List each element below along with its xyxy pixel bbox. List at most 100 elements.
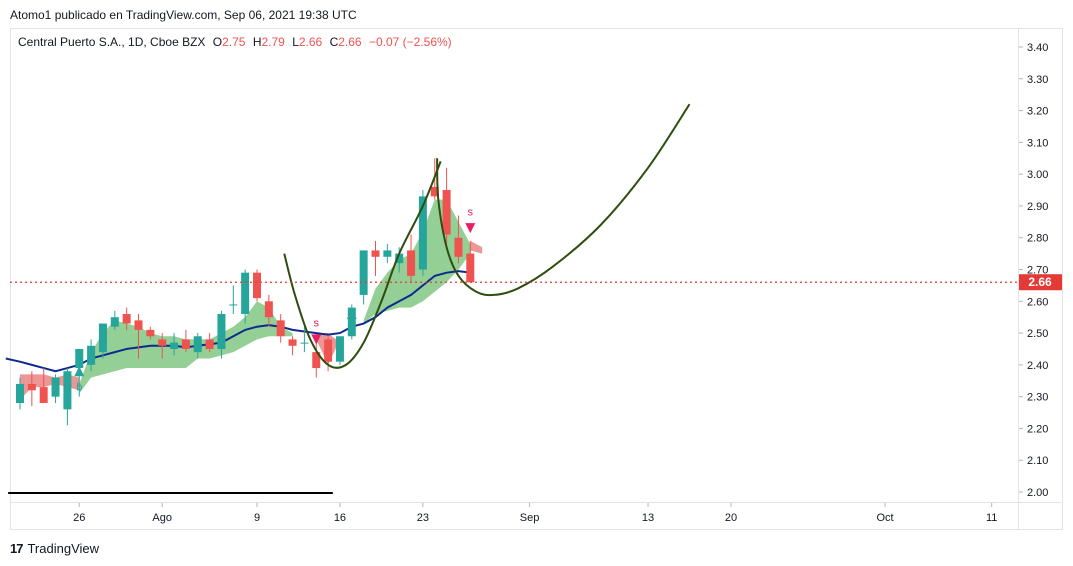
candle-body [110, 317, 119, 327]
candle [63, 368, 72, 426]
candle-body [16, 383, 24, 403]
moving-average-line [5, 270, 471, 373]
candle-body [122, 314, 131, 324]
candle [253, 269, 261, 302]
candle-body [347, 307, 356, 337]
candle [27, 371, 36, 407]
candle [371, 240, 380, 276]
high-value: 2.79 [261, 35, 285, 49]
cup-pattern-drawing [283, 161, 442, 369]
candle-body [454, 237, 463, 257]
high-label: H [252, 35, 262, 49]
candle-body [217, 314, 226, 349]
chart-pane[interactable] [10, 28, 1019, 503]
candle [312, 339, 321, 378]
candle [205, 333, 214, 353]
candle-body [63, 371, 72, 410]
candle [264, 294, 273, 327]
candle-body [466, 253, 475, 283]
candle [418, 190, 427, 276]
sell-signal-arrow-icon [465, 223, 476, 234]
time-axis-label: 16 [334, 512, 346, 524]
candle-body [371, 250, 380, 257]
time-axis-label: 20 [725, 512, 737, 524]
candle [276, 314, 285, 343]
candle [407, 234, 416, 283]
close-label: C [329, 35, 339, 49]
candle [241, 269, 250, 324]
close-value: 2.66 [338, 35, 362, 49]
low-value: 2.66 [298, 35, 323, 49]
candle-body [253, 272, 261, 299]
candle-body [335, 336, 344, 362]
price-axis-label: 3.20 [1027, 106, 1048, 118]
candle [383, 244, 392, 264]
candle-body [241, 272, 250, 314]
candle-body [442, 190, 451, 235]
published-by-line: Atomo1 publicado en TradingView.com, Sep… [10, 8, 357, 22]
time-axis-label: 11 [986, 512, 997, 524]
price-axis-label: 2.90 [1027, 201, 1048, 213]
candle [193, 333, 202, 359]
candle-body [134, 320, 143, 330]
candle-body [146, 329, 155, 337]
candle-body [39, 387, 48, 403]
candle [229, 285, 238, 314]
last-price-label: 2.66 [1028, 275, 1052, 289]
candle [217, 310, 226, 359]
candle [146, 326, 155, 340]
symbol-name[interactable]: Central Puerto S.A., 1D, Cboe BZX [18, 35, 206, 49]
open-value: 2.75 [222, 35, 246, 49]
change-value: −0.07 (−2.56%) [368, 35, 452, 49]
last-price-tag [1019, 274, 1062, 291]
price-axis-label: 2.20 [1027, 423, 1048, 435]
candle-body [229, 304, 238, 306]
sell-signal-label: s [468, 206, 474, 218]
candle-body [51, 377, 60, 397]
candle-body [87, 345, 96, 365]
time-axis-label: 26 [73, 512, 85, 524]
candle [359, 250, 368, 305]
time-axis-label: Oct [876, 512, 893, 524]
time-axis-label: 13 [642, 512, 654, 524]
candle [158, 333, 167, 359]
price-axis-label: 2.00 [1027, 487, 1048, 499]
price-axis-label: 2.40 [1027, 360, 1048, 372]
candle [98, 323, 107, 359]
candle-body [430, 186, 439, 197]
time-axis-label: Sep [520, 512, 540, 524]
buy-signal-arrow-icon [74, 366, 85, 377]
price-axis-label: 2.60 [1027, 296, 1048, 308]
candle [39, 368, 48, 403]
candle [181, 329, 190, 353]
buy-signal-label: b [76, 381, 82, 393]
candle-body [300, 342, 309, 344]
tradingview-footer[interactable]: 17 TradingView [10, 541, 99, 556]
candle-body [193, 336, 202, 353]
candle [466, 240, 475, 283]
candle [87, 339, 96, 372]
candle-body [98, 323, 107, 353]
price-axis-label: 2.30 [1027, 392, 1048, 404]
price-axis[interactable] [1019, 28, 1063, 503]
candle-body [395, 253, 404, 264]
candle [288, 336, 297, 356]
candle-body [312, 352, 321, 369]
candle [442, 167, 451, 245]
time-axis-label: 23 [417, 512, 429, 524]
candle-body [418, 196, 427, 270]
candle [16, 377, 24, 410]
candle-body [407, 250, 416, 276]
time-axis[interactable] [10, 503, 1019, 530]
price-axis-label: 3.30 [1027, 74, 1048, 86]
buy-signal-arrow-icon [346, 309, 357, 319]
candle-body [181, 339, 190, 349]
time-axis-label: Ago [152, 512, 172, 524]
candle [51, 374, 60, 403]
candle [134, 314, 143, 359]
candle-body [264, 301, 273, 318]
candle-body [205, 339, 214, 349]
candle-body [75, 348, 84, 369]
axis-corner [1019, 503, 1063, 530]
